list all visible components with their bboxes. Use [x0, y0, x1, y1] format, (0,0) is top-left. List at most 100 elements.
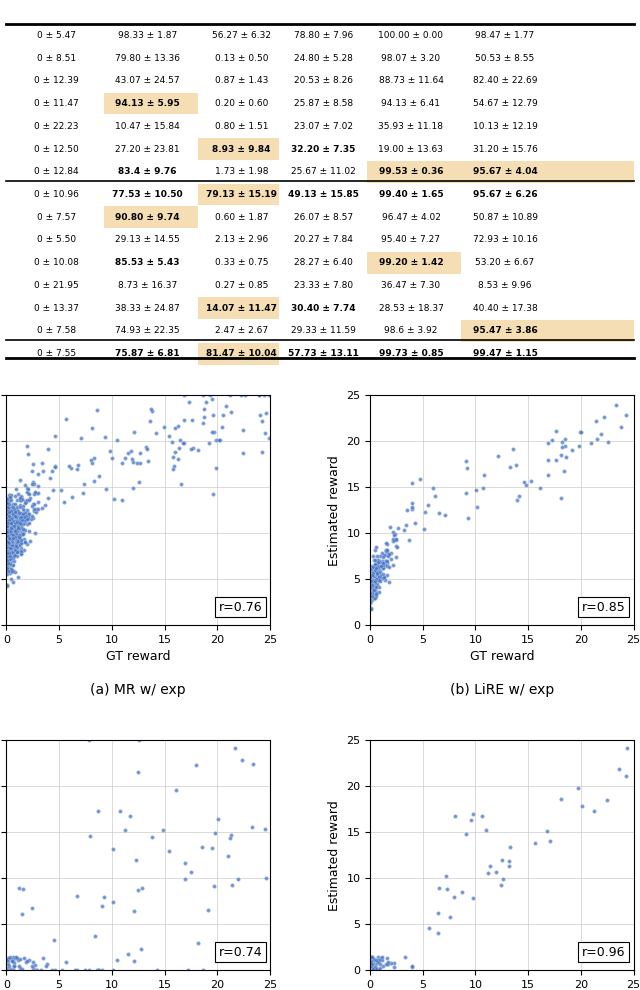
Point	[29, 486, 39, 502]
Point	[73, 457, 83, 473]
Point	[366, 954, 376, 970]
Point	[4, 527, 15, 543]
Point	[12, 525, 22, 541]
Point	[11, 501, 21, 517]
Point	[8, 563, 18, 579]
Point	[1, 548, 12, 564]
Text: 30.40 ± 7.74: 30.40 ± 7.74	[291, 304, 355, 313]
Point	[16, 492, 26, 508]
Point	[179, 387, 189, 403]
Point	[7, 537, 17, 552]
Point	[374, 572, 385, 588]
Point	[12, 547, 22, 563]
Point	[2, 558, 12, 574]
Point	[29, 504, 39, 520]
Point	[508, 441, 518, 456]
Point	[12, 503, 22, 519]
Point	[513, 488, 524, 504]
Point	[22, 492, 32, 508]
Point	[197, 415, 207, 431]
Point	[10, 496, 20, 512]
Point	[369, 950, 379, 966]
Point	[12, 533, 22, 548]
Point	[1, 518, 12, 534]
Point	[6, 515, 16, 531]
Point	[7, 557, 17, 573]
Point	[3, 526, 13, 542]
Point	[15, 512, 26, 528]
Point	[13, 522, 23, 538]
Point	[8, 557, 18, 573]
Point	[6, 538, 16, 553]
Point	[8, 517, 18, 533]
Point	[108, 894, 118, 910]
Point	[6, 525, 16, 541]
Point	[38, 949, 48, 965]
Point	[264, 387, 274, 403]
Point	[264, 431, 274, 446]
Point	[8, 536, 18, 551]
Point	[4, 504, 14, 520]
Point	[77, 485, 88, 501]
Point	[407, 474, 417, 490]
Point	[365, 584, 375, 600]
Point	[8, 525, 19, 541]
Point	[9, 548, 19, 564]
Point	[30, 957, 40, 973]
Point	[15, 521, 26, 537]
Text: 8.93 ± 9.84: 8.93 ± 9.84	[212, 145, 271, 153]
Point	[3, 508, 13, 524]
Point	[3, 549, 13, 565]
Point	[238, 422, 248, 438]
Point	[2, 541, 12, 556]
Point	[5, 538, 15, 553]
Point	[384, 559, 394, 575]
Point	[10, 533, 20, 548]
Point	[2, 545, 12, 561]
Point	[365, 575, 375, 591]
Point	[14, 530, 24, 545]
Point	[367, 576, 377, 592]
Point	[3, 534, 13, 549]
Point	[24, 486, 34, 502]
Point	[5, 547, 15, 563]
Point	[2, 554, 12, 570]
Point	[6, 544, 16, 560]
Point	[26, 511, 36, 527]
Point	[367, 575, 377, 591]
Point	[15, 510, 25, 526]
Point	[4, 552, 15, 568]
Point	[4, 531, 14, 546]
Point	[15, 492, 25, 508]
Point	[4, 523, 15, 539]
Point	[22, 512, 33, 528]
Point	[8, 518, 19, 534]
Point	[207, 424, 217, 440]
Point	[230, 740, 240, 755]
Point	[6, 547, 16, 563]
Point	[8, 532, 19, 547]
Point	[371, 568, 381, 584]
Point	[3, 549, 13, 565]
Point	[4, 508, 14, 524]
Point	[368, 578, 378, 594]
Point	[3, 561, 13, 577]
Point	[26, 958, 36, 974]
Point	[6, 525, 17, 541]
Text: 82.40 ± 22.69: 82.40 ± 22.69	[473, 76, 537, 85]
Point	[90, 473, 100, 489]
Point	[3, 538, 13, 553]
Point	[372, 557, 383, 573]
Point	[378, 559, 388, 575]
Point	[4, 491, 14, 507]
Point	[407, 501, 417, 517]
Point	[5, 961, 15, 977]
Point	[373, 567, 383, 583]
Point	[51, 428, 61, 444]
Point	[6, 514, 16, 530]
Point	[208, 486, 218, 502]
Point	[3, 515, 13, 531]
Point	[12, 502, 22, 518]
Point	[3, 555, 13, 571]
Point	[36, 454, 47, 470]
